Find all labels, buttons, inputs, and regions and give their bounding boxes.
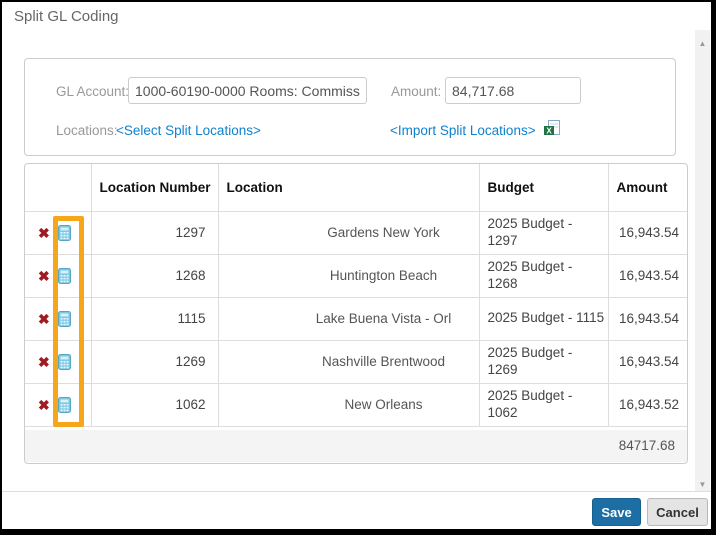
header-icons	[25, 164, 92, 212]
budget-cell: 2025 Budget - 1269	[478, 339, 609, 384]
save-button[interactable]: Save	[592, 498, 641, 526]
location-cell: New Orleans	[217, 382, 480, 427]
calculator-icon[interactable]	[57, 396, 71, 413]
gl-account-input[interactable]	[128, 77, 367, 104]
table-row: ✖ 1297 Gardens New York 2025 Budget - 12…	[25, 210, 687, 255]
amount-label: Amount:	[391, 84, 442, 99]
budget-line1: 2025 Budget -	[487, 387, 573, 403]
amount-cell: 16,943.54	[607, 339, 687, 384]
vertical-scrollbar[interactable]: ▲ ▼	[695, 30, 710, 495]
location-number-cell: 1269	[90, 339, 219, 384]
delete-row-icon[interactable]: ✖	[38, 310, 50, 327]
budget-line1: 2025 Budget - 1115	[487, 310, 605, 326]
amount-cell: 16,943.54	[607, 296, 687, 341]
location-cell: Lake Buena Vista - Orl	[217, 296, 480, 341]
header-amount: Amount	[607, 164, 687, 212]
calculator-icon[interactable]	[57, 267, 71, 284]
location-cell: Gardens New York	[217, 210, 480, 255]
header-location: Location	[217, 164, 480, 212]
location-number-cell: 1062	[90, 382, 219, 427]
amount-input[interactable]	[445, 77, 581, 104]
table-row: ✖ 1269 Nashville Brentwood 2025 Budget -…	[25, 339, 687, 384]
dialog-footer: Save Cancel	[2, 492, 711, 529]
row-actions-cell: ✖	[25, 210, 92, 255]
budget-line2: 1062	[487, 404, 518, 420]
budget-line2: 1297	[487, 232, 518, 248]
scroll-up-icon[interactable]: ▲	[698, 39, 707, 48]
calculator-icon[interactable]	[57, 353, 71, 370]
split-locations-table-panel: Location Number Location Budget Amount ✖…	[24, 163, 688, 464]
table-row: ✖ 1268 Huntington Beach 2025 Budget - 12…	[25, 253, 687, 298]
header-location-number: Location Number	[90, 164, 219, 212]
amount-cell: 16,943.54	[607, 253, 687, 298]
gl-account-label: GL Account:	[56, 84, 130, 99]
calculator-icon[interactable]	[57, 310, 71, 327]
budget-cell: 2025 Budget - 1062	[478, 382, 609, 427]
locations-label: Locations:	[56, 123, 118, 138]
budget-line1: 2025 Budget -	[487, 215, 573, 231]
delete-row-icon[interactable]: ✖	[38, 353, 50, 370]
budget-cell: 2025 Budget - 1115	[478, 296, 609, 341]
svg-text:X: X	[546, 127, 552, 136]
location-number-cell: 1268	[90, 253, 219, 298]
budget-line1: 2025 Budget -	[487, 344, 573, 360]
table-header-row: Location Number Location Budget Amount	[25, 164, 687, 212]
location-number-cell: 1115	[90, 296, 219, 341]
excel-file-icon[interactable]: X	[543, 119, 561, 137]
row-actions-cell: ✖	[25, 253, 92, 298]
total-amount: 84717.68	[25, 429, 687, 462]
row-actions-cell: ✖	[25, 296, 92, 341]
cancel-button[interactable]: Cancel	[647, 498, 708, 526]
row-actions-cell: ✖	[25, 382, 92, 427]
import-split-locations-link[interactable]: <Import Split Locations>	[390, 123, 536, 138]
budget-line2: 1269	[487, 361, 518, 377]
budget-cell: 2025 Budget - 1297	[478, 210, 609, 255]
budget-line2: 1268	[487, 275, 518, 291]
location-cell: Huntington Beach	[217, 253, 480, 298]
location-cell: Nashville Brentwood	[217, 339, 480, 384]
amount-cell: 16,943.52	[607, 382, 687, 427]
table-row: ✖ 1062 New Orleans 2025 Budget - 1062 16…	[25, 382, 687, 427]
budget-line1: 2025 Budget -	[487, 258, 573, 274]
delete-row-icon[interactable]: ✖	[38, 267, 50, 284]
location-number-cell: 1297	[90, 210, 219, 255]
table-row: ✖ 1115 Lake Buena Vista - Orl 2025 Budge…	[25, 296, 687, 341]
calculator-icon[interactable]	[57, 224, 71, 241]
row-actions-cell: ✖	[25, 339, 92, 384]
dialog-title: Split GL Coding	[14, 8, 119, 25]
amount-cell: 16,943.54	[607, 210, 687, 255]
split-locations-table: Location Number Location Budget Amount ✖…	[25, 164, 687, 427]
delete-row-icon[interactable]: ✖	[38, 224, 50, 241]
delete-row-icon[interactable]: ✖	[38, 396, 50, 413]
scroll-down-icon[interactable]: ▼	[698, 480, 707, 489]
header-budget: Budget	[478, 164, 609, 212]
gl-form-panel: GL Account: Amount: Locations: <Select S…	[24, 58, 676, 156]
select-split-locations-link[interactable]: <Select Split Locations>	[116, 123, 261, 138]
budget-cell: 2025 Budget - 1268	[478, 253, 609, 298]
footer-divider	[2, 491, 711, 492]
